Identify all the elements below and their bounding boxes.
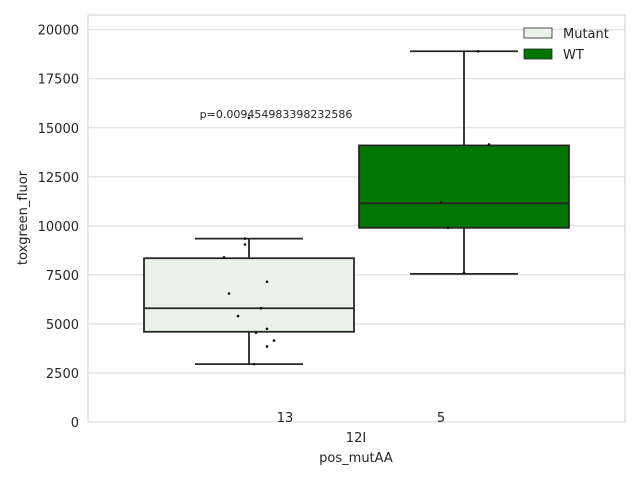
y-tick-label: 5000	[46, 318, 79, 333]
legend-swatch-mutant	[523, 27, 553, 39]
x-tick-label: 12I	[346, 431, 366, 446]
data-point	[243, 243, 247, 246]
p-value-annotation: p=0.009454983398232586	[200, 108, 353, 121]
data-point	[487, 143, 491, 146]
y-tick-label: 0	[71, 416, 79, 431]
x-axis-label: pos_mutAA	[319, 451, 393, 466]
data-point	[462, 271, 466, 275]
data-point	[247, 116, 251, 120]
y-axis-ticks: 0 2500 5000 7500 10000 12500 15000 17500 20000	[38, 24, 79, 431]
box-mutant	[143, 257, 355, 333]
data-point	[243, 237, 247, 240]
legend-swatch-wt	[523, 48, 553, 60]
data-point	[265, 345, 269, 348]
data-point	[476, 49, 480, 53]
count-label-mutant: 13	[277, 411, 294, 426]
y-tick-label: 12500	[38, 171, 79, 186]
y-tick-label: 17500	[38, 73, 79, 88]
data-point	[227, 292, 231, 295]
y-tick-label: 15000	[38, 122, 79, 137]
y-tick-label: 20000	[38, 24, 79, 39]
data-point	[272, 339, 276, 342]
data-point	[446, 226, 450, 230]
data-point	[254, 331, 258, 335]
data-point	[236, 314, 240, 318]
legend-label-mutant: Mutant	[563, 27, 609, 42]
data-point	[252, 362, 256, 366]
box-wt	[358, 144, 570, 229]
strip-points	[222, 49, 491, 366]
y-tick-label: 10000	[38, 220, 79, 235]
count-label-wt: 5	[437, 411, 445, 426]
y-axis-label: toxgreen_fluor	[16, 170, 31, 265]
data-point	[259, 306, 263, 310]
data-point	[222, 255, 226, 259]
legend: Mutant WT	[523, 27, 609, 63]
legend-label-wt: WT	[563, 48, 584, 63]
box-groups	[143, 50, 570, 366]
data-point	[439, 201, 443, 204]
data-point	[265, 327, 269, 331]
data-point	[265, 280, 269, 284]
y-tick-label: 2500	[46, 367, 79, 382]
y-tick-label: 7500	[46, 269, 79, 284]
